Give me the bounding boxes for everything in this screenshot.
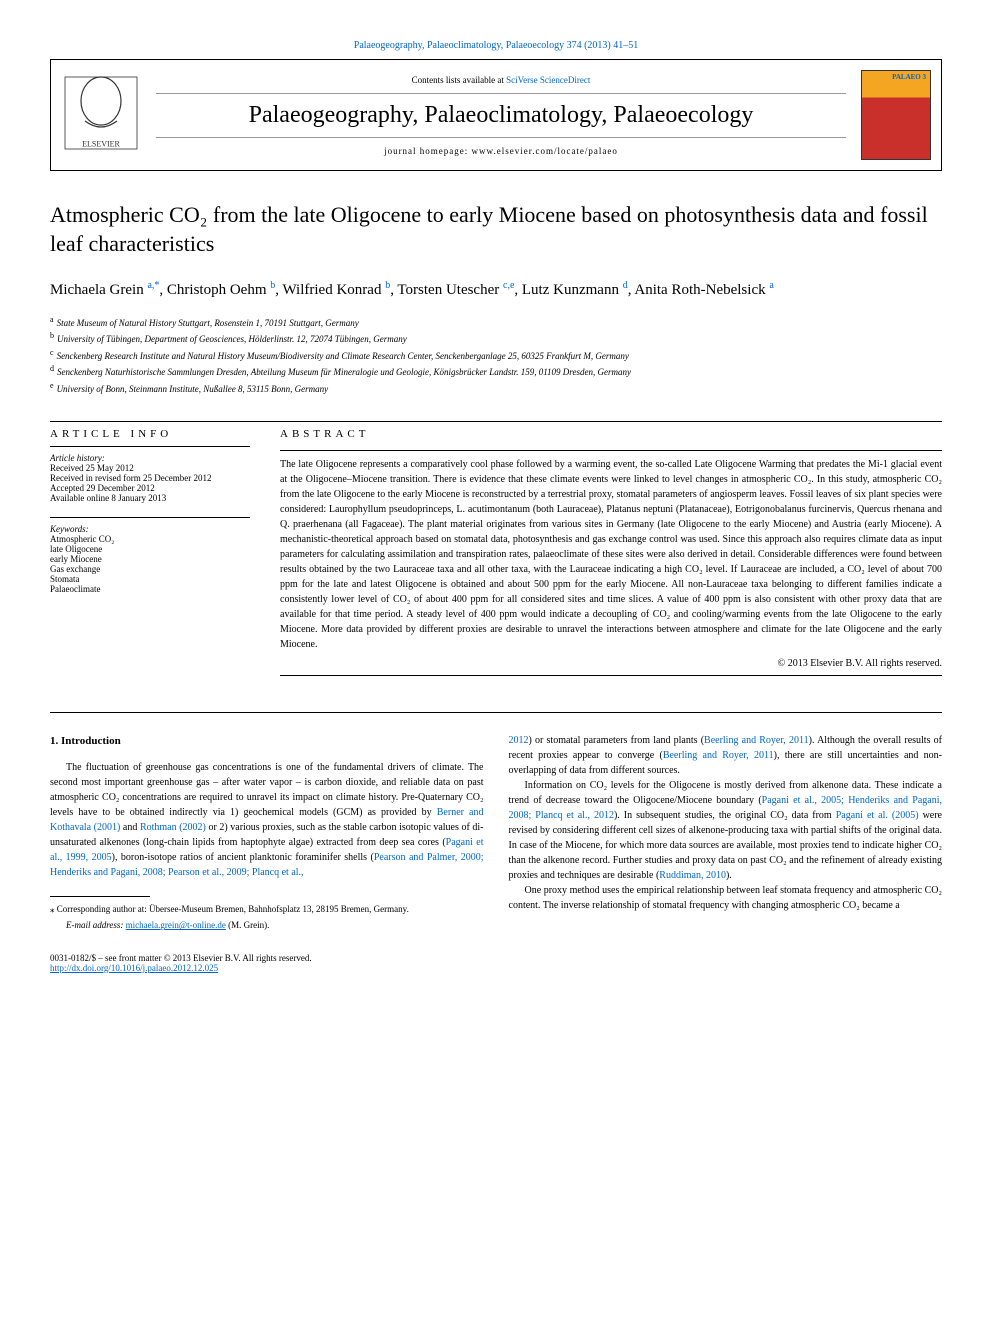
abstract-text: The late Oligocene represents a comparat… xyxy=(280,457,942,652)
intro-para-3: Information on CO₂ levels for the Oligoc… xyxy=(509,778,943,883)
intro-para-2: 2012) or stomatal parameters from land p… xyxy=(509,733,943,778)
article-title: Atmospheric CO₂ from the late Oligocene … xyxy=(50,201,942,258)
intro-heading: 1. Introduction xyxy=(50,733,484,750)
abstract-column: ABSTRACT The late Oligocene represents a… xyxy=(280,428,942,682)
divider xyxy=(50,712,942,713)
intro-para-4: One proxy method uses the empirical rela… xyxy=(509,883,943,913)
history-item: Received 25 May 2012 xyxy=(50,463,250,473)
journal-header: ELSEVIER Contents lists available at Sci… xyxy=(50,59,942,171)
affiliation: cSenckenberg Research Institute and Natu… xyxy=(50,347,942,364)
intro-para-1: The fluctuation of greenhouse gas concen… xyxy=(50,760,484,880)
article-info-heading: ARTICLE INFO xyxy=(50,428,250,440)
main-body: 1. Introduction The fluctuation of green… xyxy=(50,733,942,933)
doi-link[interactable]: http://dx.doi.org/10.1016/j.palaeo.2012.… xyxy=(50,963,218,973)
authors: Michaela Grein a,*, Christoph Oehm b, Wi… xyxy=(50,278,942,302)
scidirect-link[interactable]: SciVerse ScienceDirect xyxy=(506,75,590,85)
right-column: 2012) or stomatal parameters from land p… xyxy=(509,733,943,933)
affiliation: dSenckenberg Naturhistorische Sammlungen… xyxy=(50,363,942,380)
journal-title: Palaeogeography, Palaeoclimatology, Pala… xyxy=(156,93,846,138)
journal-cover-thumbnail: PALAEO 3 xyxy=(861,70,931,160)
left-column: 1. Introduction The fluctuation of green… xyxy=(50,733,484,933)
article-info-sidebar: ARTICLE INFO Article history: Received 2… xyxy=(50,428,250,682)
keyword: Gas exchange xyxy=(50,564,250,574)
email-link[interactable]: michaela.grein@t-online.de xyxy=(126,920,226,930)
keyword: early Miocene xyxy=(50,554,250,564)
affiliations: aState Museum of Natural History Stuttga… xyxy=(50,314,942,397)
email-line: E-mail address: michaela.grein@t-online.… xyxy=(50,919,484,933)
history-label: Article history: xyxy=(50,453,250,463)
divider xyxy=(50,421,942,422)
history-item: Accepted 29 December 2012 xyxy=(50,483,250,493)
corresponding-author: ⁎ Corresponding author at: Übersee-Museu… xyxy=(50,903,484,916)
history-item: Received in revised form 25 December 201… xyxy=(50,473,250,483)
elsevier-logo: ELSEVIER xyxy=(61,73,141,157)
keyword: Stomata xyxy=(50,574,250,584)
affiliation: bUniversity of Tübingen, Department of G… xyxy=(50,330,942,347)
keyword: Atmospheric CO₂ xyxy=(50,534,250,544)
affiliation: aState Museum of Natural History Stuttga… xyxy=(50,314,942,331)
affiliation: eUniversity of Bonn, Steinmann Institute… xyxy=(50,380,942,397)
keyword: late Oligocene xyxy=(50,544,250,554)
page-footer: 0031-0182/$ – see front matter © 2013 El… xyxy=(50,953,942,973)
copyright: © 2013 Elsevier B.V. All rights reserved… xyxy=(280,658,942,669)
footnote-divider xyxy=(50,896,150,897)
issn-line: 0031-0182/$ – see front matter © 2013 El… xyxy=(50,953,942,963)
svg-text:ELSEVIER: ELSEVIER xyxy=(82,140,120,149)
abstract-heading: ABSTRACT xyxy=(280,428,942,440)
keywords-label: Keywords: xyxy=(50,524,250,534)
history-item: Available online 8 January 2013 xyxy=(50,493,250,503)
journal-homepage: journal homepage: www.elsevier.com/locat… xyxy=(156,146,846,156)
keyword: Palaeoclimate xyxy=(50,584,250,594)
contents-available: Contents lists available at SciVerse Sci… xyxy=(156,75,846,85)
citation: Palaeogeography, Palaeoclimatology, Pala… xyxy=(50,40,942,51)
